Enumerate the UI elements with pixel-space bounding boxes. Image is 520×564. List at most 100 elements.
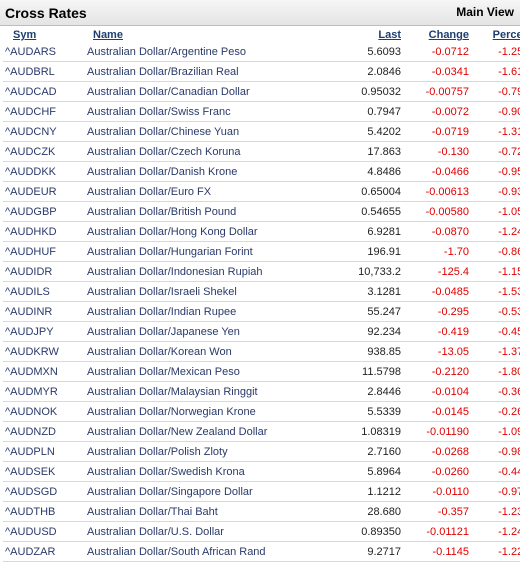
change-cell: -0.295 bbox=[405, 301, 473, 322]
change-cell: -0.0104 bbox=[405, 381, 473, 402]
symbol-cell[interactable]: ^AUDDKK bbox=[3, 161, 85, 182]
change-cell: -1.70 bbox=[405, 241, 473, 262]
table-row: ^AUDMYR Australian Dollar/Malaysian Ringg… bbox=[3, 381, 520, 402]
name-cell[interactable]: Australian Dollar/Chinese Yuan bbox=[85, 121, 281, 142]
symbol-cell[interactable]: ^AUDKRW bbox=[3, 341, 85, 362]
percent-cell: -1.53% bbox=[473, 281, 520, 302]
change-cell: -0.0145 bbox=[405, 401, 473, 422]
percent-cell: -0.98% bbox=[473, 441, 520, 462]
symbol-cell[interactable]: ^AUDSEK bbox=[3, 461, 85, 482]
table-row: ^AUDSEK Australian Dollar/Swedish Krona 5.… bbox=[3, 461, 520, 482]
percent-cell: -0.26% bbox=[473, 401, 520, 422]
name-cell[interactable]: Australian Dollar/Singapore Dollar bbox=[85, 481, 281, 502]
table-row: ^AUDNZD Australian Dollar/New Zealand Dol… bbox=[3, 421, 520, 442]
symbol-cell[interactable]: ^AUDMYR bbox=[3, 381, 85, 402]
percent-column-header[interactable]: Percent bbox=[492, 29, 520, 41]
symbol-cell[interactable]: ^AUDILS bbox=[3, 281, 85, 302]
percent-cell: -0.90% bbox=[473, 101, 520, 122]
table-body: ^AUDARS Australian Dollar/Argentine Peso 5… bbox=[3, 42, 520, 562]
last-cell: 938.85 bbox=[281, 341, 405, 362]
name-cell[interactable]: Australian Dollar/Czech Koruna bbox=[85, 141, 281, 162]
table-row: ^AUDILS Australian Dollar/Israeli Shekel 3… bbox=[3, 281, 520, 302]
symbol-cell[interactable]: ^AUDPLN bbox=[3, 441, 85, 462]
last-cell: 55.247 bbox=[281, 301, 405, 322]
symbol-cell[interactable]: ^AUDCZK bbox=[3, 141, 85, 162]
name-cell[interactable]: Australian Dollar/Danish Krone bbox=[85, 161, 281, 182]
table-row: ^AUDIDR Australian Dollar/Indonesian Rupi… bbox=[3, 261, 520, 282]
name-cell[interactable]: Australian Dollar/Brazilian Real bbox=[85, 61, 281, 82]
symbol-cell[interactable]: ^AUDUSD bbox=[3, 521, 85, 542]
cross-rates-table: Sym Name Last Change Percent ^AUDARSAust… bbox=[3, 28, 520, 562]
symbol-cell[interactable]: ^AUDGBP bbox=[3, 201, 85, 222]
change-cell: -0.0870 bbox=[405, 221, 473, 242]
symbol-cell[interactable]: ^AUDNZD bbox=[3, 421, 85, 442]
symbol-cell[interactable]: ^AUDIDR bbox=[3, 261, 85, 282]
name-cell[interactable]: Australian Dollar/Indonesian Rupiah bbox=[85, 261, 281, 282]
symbol-cell[interactable]: ^AUDINR bbox=[3, 301, 85, 322]
last-cell: 0.65004 bbox=[281, 181, 405, 202]
symbol-cell[interactable]: ^AUDHUF bbox=[3, 241, 85, 262]
name-cell[interactable]: Australian Dollar/Euro FX bbox=[85, 181, 281, 202]
symbol-cell[interactable]: ^AUDCHF bbox=[3, 101, 85, 122]
symbol-cell[interactable]: ^AUDCNY bbox=[3, 121, 85, 142]
percent-cell: -1.24% bbox=[473, 221, 520, 242]
name-cell[interactable]: Australian Dollar/Korean Won bbox=[85, 341, 281, 362]
name-cell[interactable]: Australian Dollar/Swedish Krona bbox=[85, 461, 281, 482]
table-row: ^AUDMXN Australian Dollar/Mexican Peso 11.… bbox=[3, 361, 520, 382]
table-row: ^AUDSGD Australian Dollar/Singapore Dolla… bbox=[3, 481, 520, 502]
name-cell[interactable]: Australian Dollar/Hong Kong Dollar bbox=[85, 221, 281, 242]
change-cell: -0.0268 bbox=[405, 441, 473, 462]
name-cell[interactable]: Australian Dollar/Indian Rupee bbox=[85, 301, 281, 322]
change-cell: -0.0110 bbox=[405, 481, 473, 502]
name-column-header[interactable]: Name bbox=[93, 29, 123, 41]
name-cell[interactable]: Australian Dollar/Canadian Dollar bbox=[85, 81, 281, 102]
symbol-cell[interactable]: ^AUDZAR bbox=[3, 541, 85, 562]
name-cell[interactable]: Australian Dollar/Hungarian Forint bbox=[85, 241, 281, 262]
name-cell[interactable]: Australian Dollar/Polish Zloty bbox=[85, 441, 281, 462]
symbol-cell[interactable]: ^AUDMXN bbox=[3, 361, 85, 382]
last-cell: 1.08319 bbox=[281, 421, 405, 442]
last-cell: 5.4202 bbox=[281, 121, 405, 142]
name-cell[interactable]: Australian Dollar/Mexican Peso bbox=[85, 361, 281, 382]
name-cell[interactable]: Australian Dollar/British Pound bbox=[85, 201, 281, 222]
name-cell[interactable]: Australian Dollar/U.S. Dollar bbox=[85, 521, 281, 542]
symbol-cell[interactable]: ^AUDEUR bbox=[3, 181, 85, 202]
table-row: ^AUDUSD Australian Dollar/U.S. Dollar 0.89… bbox=[3, 521, 520, 542]
symbol-cell[interactable]: ^AUDHKD bbox=[3, 221, 85, 242]
name-cell[interactable]: Australian Dollar/Japanese Yen bbox=[85, 321, 281, 342]
name-cell[interactable]: Australian Dollar/Argentine Peso bbox=[85, 42, 281, 62]
change-column-header[interactable]: Change bbox=[428, 29, 469, 41]
name-cell[interactable]: Australian Dollar/Swiss Franc bbox=[85, 101, 281, 122]
name-cell[interactable]: Australian Dollar/Malaysian Ringgit bbox=[85, 381, 281, 402]
name-cell[interactable]: Australian Dollar/Israeli Shekel bbox=[85, 281, 281, 302]
change-cell: -0.2120 bbox=[405, 361, 473, 382]
name-cell[interactable]: Australian Dollar/New Zealand Dollar bbox=[85, 421, 281, 442]
symbol-cell[interactable]: ^AUDJPY bbox=[3, 321, 85, 342]
last-cell: 5.5339 bbox=[281, 401, 405, 422]
percent-cell: -0.93% bbox=[473, 181, 520, 202]
name-cell[interactable]: Australian Dollar/Norwegian Krone bbox=[85, 401, 281, 422]
last-cell: 1.1212 bbox=[281, 481, 405, 502]
table-row: ^AUDCAD Australian Dollar/Canadian Dollar… bbox=[3, 81, 520, 102]
symbol-cell[interactable]: ^AUDTHB bbox=[3, 501, 85, 522]
percent-cell: -1.23% bbox=[473, 501, 520, 522]
symbol-cell[interactable]: ^AUDSGD bbox=[3, 481, 85, 502]
last-cell: 5.8964 bbox=[281, 461, 405, 482]
name-cell[interactable]: Australian Dollar/South African Rand bbox=[85, 541, 281, 562]
sym-column-header[interactable]: Sym bbox=[13, 29, 37, 41]
percent-cell: -1.80% bbox=[473, 361, 520, 382]
symbol-cell[interactable]: ^AUDCAD bbox=[3, 81, 85, 102]
symbol-cell[interactable]: ^AUDARS bbox=[3, 42, 85, 62]
last-cell: 2.7160 bbox=[281, 441, 405, 462]
symbol-cell[interactable]: ^AUDNOK bbox=[3, 401, 85, 422]
name-cell[interactable]: Australian Dollar/Thai Baht bbox=[85, 501, 281, 522]
change-cell: -0.419 bbox=[405, 321, 473, 342]
symbol-cell[interactable]: ^AUDBRL bbox=[3, 61, 85, 82]
change-cell: -0.0719 bbox=[405, 121, 473, 142]
main-view-button[interactable]: Main View bbox=[456, 5, 514, 19]
last-cell: 2.8446 bbox=[281, 381, 405, 402]
change-cell: -0.00613 bbox=[405, 181, 473, 202]
change-cell: -0.00580 bbox=[405, 201, 473, 222]
percent-cell: -1.25% bbox=[473, 42, 520, 62]
last-column-header[interactable]: Last bbox=[378, 29, 401, 41]
